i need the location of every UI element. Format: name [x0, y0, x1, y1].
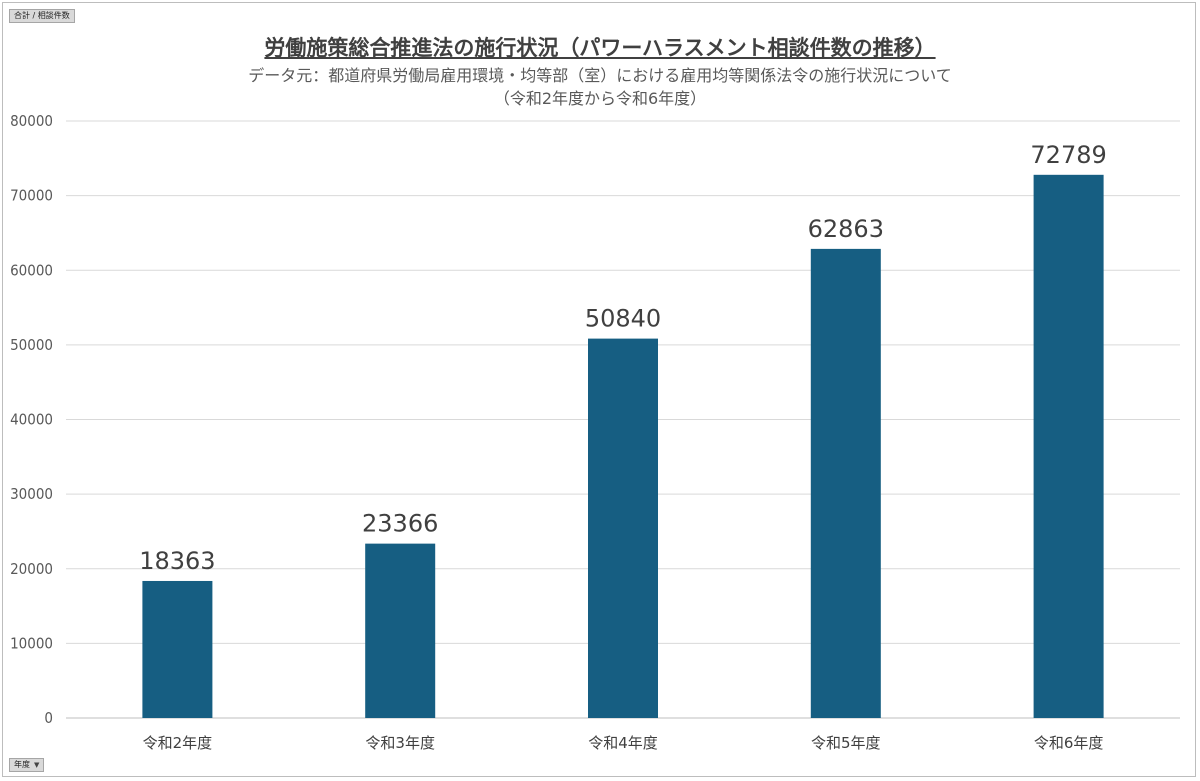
x-tick-label: 令和6年度 [1034, 734, 1104, 752]
x-tick-label: 令和4年度 [588, 734, 658, 752]
data-label: 23366 [362, 510, 438, 538]
data-label: 62863 [808, 215, 884, 243]
chart-title: 労働施策総合推進法の施行状況（パワーハラスメント相談件数の推移） [264, 36, 936, 60]
axis-field-label: 年度 [14, 760, 30, 769]
data-label: 50840 [585, 305, 661, 333]
bar [810, 248, 881, 718]
y-tick-label: 80000 [10, 112, 53, 130]
bar [365, 543, 436, 718]
dropdown-arrow-icon[interactable]: ▼ [34, 761, 40, 769]
y-tick-label: 40000 [10, 411, 53, 429]
x-tick-label: 令和5年度 [811, 734, 881, 752]
value-field-button[interactable]: 合計 / 相談件数 [9, 9, 75, 23]
y-tick-label: 10000 [10, 634, 53, 652]
data-label: 18363 [139, 547, 215, 575]
data-label: 72789 [1030, 141, 1106, 169]
bar [588, 338, 658, 718]
y-tick-label: 70000 [10, 187, 53, 205]
y-tick-label: 60000 [10, 261, 53, 279]
x-tick-label: 令和2年度 [143, 734, 213, 752]
chart-subtitle-line-1: データ元：都道府県労働局雇用環境・均等部（室）における雇用均等関係法令の施行状況… [248, 66, 952, 85]
bar [1033, 174, 1104, 719]
x-tick-label: 令和3年度 [365, 734, 435, 752]
chart-subtitle-line-2: （令和2年度から令和6年度） [493, 89, 707, 108]
y-tick-label: 0 [44, 709, 53, 727]
y-tick-label: 30000 [10, 485, 53, 503]
axis-field-button[interactable]: 年度 ▼ [9, 758, 45, 772]
bar [142, 580, 213, 718]
y-tick-label: 20000 [10, 560, 53, 578]
y-tick-label: 50000 [10, 336, 53, 354]
